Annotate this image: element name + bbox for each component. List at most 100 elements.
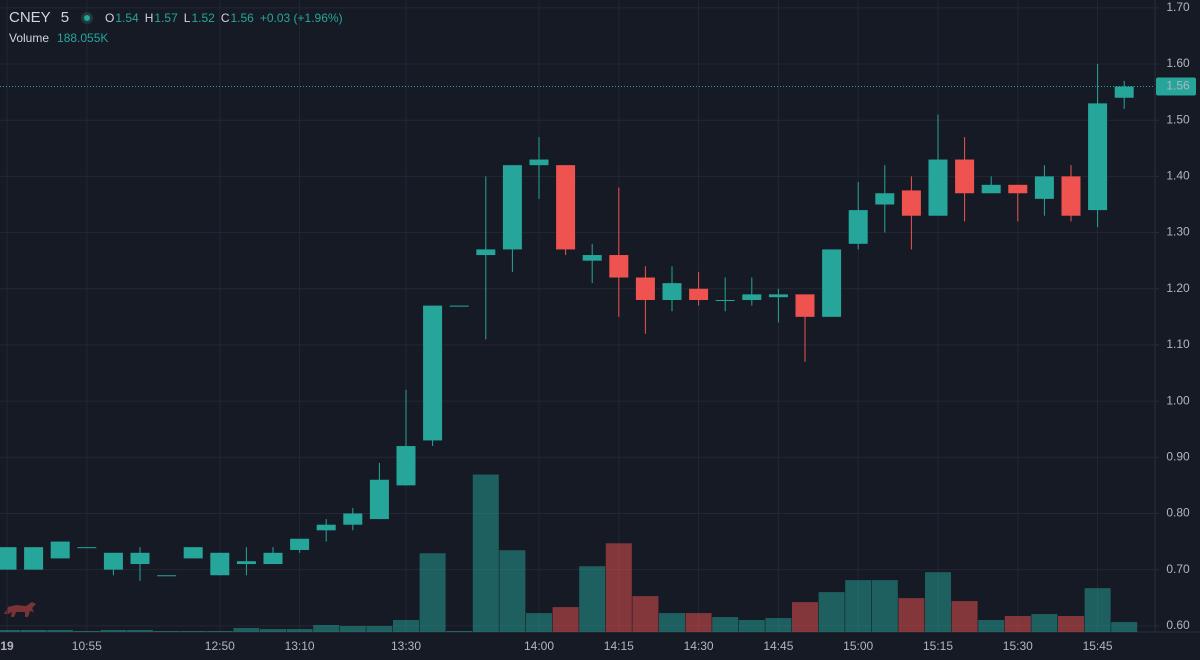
volume-bar [419,553,446,632]
candle-body [609,255,629,278]
y-tick-label: 1.50 [1166,112,1190,126]
volume-bar [978,620,1005,632]
volume-bar [738,620,765,632]
candle-body [715,299,735,301]
candle-body [529,159,549,166]
change: +0.03 (+1.96%) [259,11,343,25]
interval[interactable]: 5 [60,9,70,26]
candle-body [981,184,1001,194]
volume-bar [233,628,260,632]
volume-bar [286,629,313,632]
candle-body [423,305,443,441]
candle-body [848,210,868,244]
candle-body [290,538,310,550]
candle-body [130,552,150,565]
volume-bar [366,626,393,632]
candle-body [103,552,123,570]
candle-body [556,165,576,250]
volume-label: Volume [9,31,50,45]
volume-bar [20,629,47,632]
legend: CNEY 5 O 1.54 H 1.57 L 1.52 C 1.56 +0.03 (+1… [9,8,349,48]
volume-bar [339,626,366,632]
candle-body [449,305,469,307]
candle-body [1008,184,1028,194]
x-tick-label: 15:15 [923,639,953,653]
y-tick-label: 1.60 [1166,56,1190,70]
volume-bar [579,566,606,632]
volume-bar [552,607,579,632]
ohlc-value: 1.54 [115,11,139,25]
volume-bar [898,598,925,632]
candle-body [0,547,17,570]
volume-bar [127,629,153,632]
candle-body [24,547,44,570]
candle-body [369,479,389,520]
y-tick-label: 1.10 [1166,337,1190,351]
volume-bar [393,620,419,632]
x-tick-label: 12:50 [205,639,235,653]
candle-body [396,446,416,486]
volume-bar [499,550,526,632]
y-tick-label: 0.80 [1166,506,1190,520]
ohlc-letter: H [144,11,154,25]
x-tick-label: 10:55 [72,639,102,653]
x-tick-label: 14:30 [684,639,714,653]
x-tick-label: 15:45 [1083,639,1113,653]
volume-bar [685,613,712,632]
candle-body [1088,103,1108,211]
candle-body [210,552,230,576]
volume-bar [605,543,632,632]
status-dot [81,12,94,24]
candle-body [502,165,522,250]
candle-body [476,249,496,256]
symbol[interactable]: CNEY [9,9,51,26]
volume-bar [1111,622,1138,632]
x-tick-label: 14:15 [604,639,634,653]
volume-bar [632,596,659,632]
volume-bar [1058,616,1084,632]
candle-body [263,552,283,565]
ohlc-value: 1.56 [230,11,254,25]
ohlc-value: 1.52 [191,11,215,25]
volume-bar [73,630,100,632]
ohlc-value: 1.57 [154,11,178,25]
volume-bar [1031,614,1058,632]
volume-pane [0,474,1138,632]
candle-body [768,294,788,298]
volume-bar [765,618,792,632]
logo [4,602,36,617]
ohlc-letter: C [220,11,230,25]
candle-body [343,513,363,525]
last-price-tag [1156,77,1196,96]
volume-bar [153,630,180,632]
volume-bar [313,625,340,632]
volume-bar [472,474,499,632]
x-tick-label: 14:00 [524,639,554,653]
candle-body [236,561,256,565]
ohlc-letter: O [105,11,115,25]
candle-body [689,288,709,300]
volume-bar [818,592,845,632]
volume-bar [845,580,872,632]
volume-bar [0,629,20,632]
volume-bar [100,629,127,632]
x-tick-label: 14:45 [763,639,793,653]
y-tick-label: 1.40 [1166,169,1190,183]
candle-body [875,193,895,205]
y-tick-label: 1.70 [1166,0,1190,14]
x-tick-label: 13:10 [285,639,315,653]
y-tick-label: 0.70 [1166,562,1190,576]
y-tick-label: 0.60 [1166,618,1190,632]
candle-body [928,159,948,216]
volume-bar [951,601,978,632]
candle-body [50,541,70,559]
candle-body [157,575,177,577]
candle-body [77,547,97,549]
volume-bar [712,617,739,632]
y-tick-label: 0.90 [1166,449,1190,463]
candle-body [662,283,682,300]
candle-body [1034,176,1054,199]
candle-body [183,547,203,559]
volume-value: 188.055K [57,31,109,45]
